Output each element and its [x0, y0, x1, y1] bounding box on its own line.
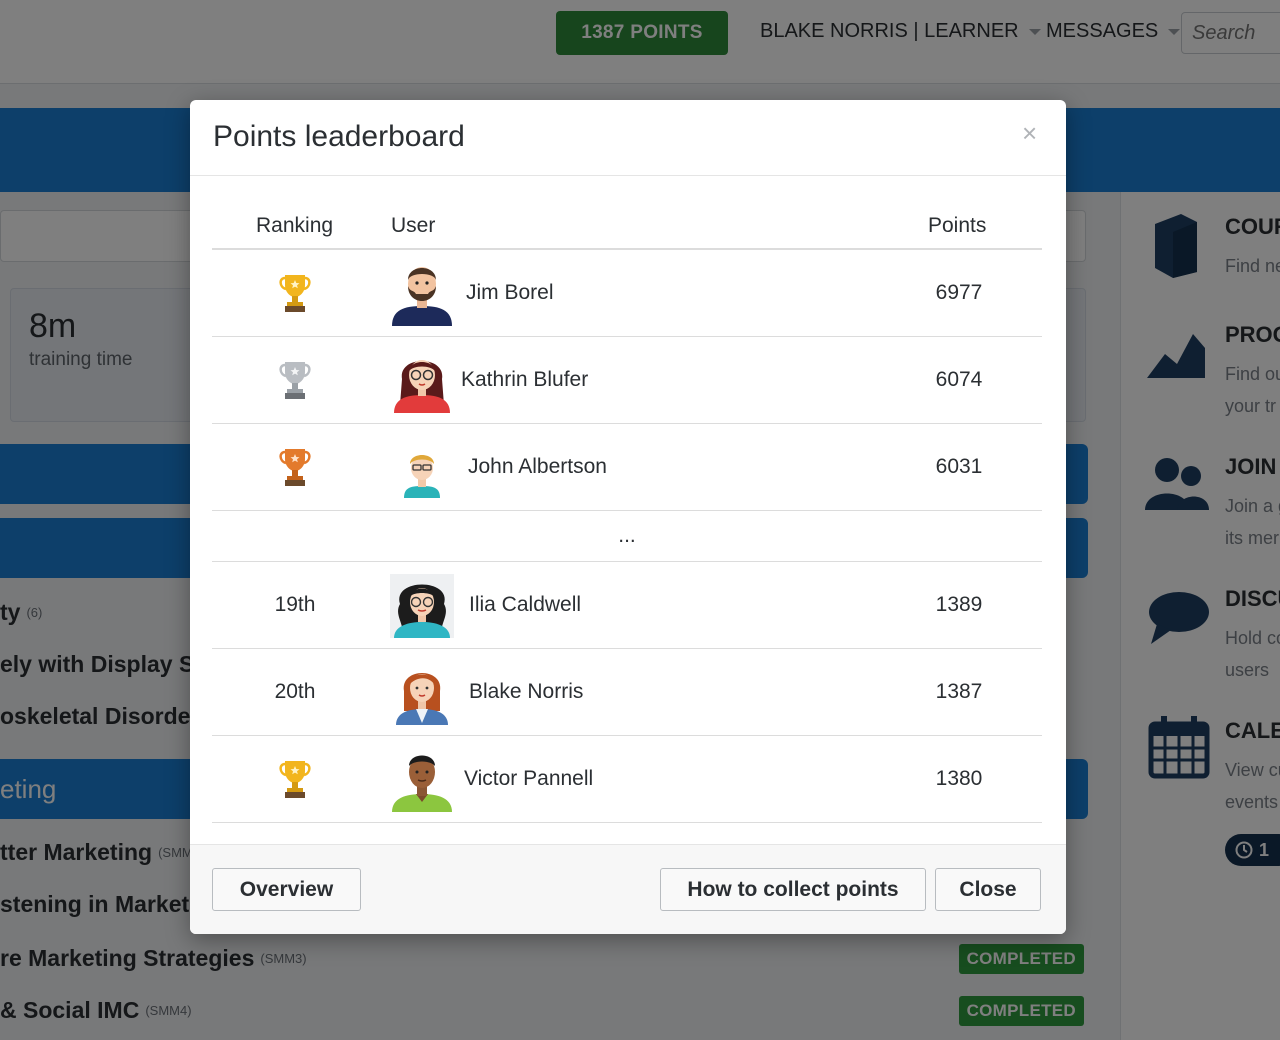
how-to-collect-points-button[interactable]: How to collect points [660, 868, 926, 911]
rank-cell [212, 424, 378, 510]
close-button[interactable]: Close [935, 868, 1041, 911]
avatar [390, 574, 454, 638]
rank-cell: 20th [274, 680, 316, 703]
table-header: Ranking User Points [212, 204, 1042, 250]
user-name[interactable]: Kathrin Blufer [461, 368, 589, 391]
avatar [392, 755, 452, 812]
user-name[interactable]: Blake Norris [469, 680, 584, 703]
ellipsis: ... [618, 524, 636, 547]
avatar [394, 360, 450, 413]
trophy-silver-icon [279, 362, 311, 399]
rank-cell [212, 337, 378, 423]
column-header-points: Points [928, 214, 987, 237]
points-value: 6074 [935, 368, 983, 391]
user-name[interactable]: Victor Pannell [464, 767, 594, 790]
table-row: Kathrin Blufer 6074 [212, 337, 1042, 424]
table-row: John Albertson 6031 [212, 424, 1042, 511]
user-name[interactable]: Jim Borel [466, 281, 554, 304]
avatar [392, 267, 452, 326]
trophy-gold-icon [279, 761, 311, 798]
user-name[interactable]: Ilia Caldwell [469, 593, 582, 616]
close-icon[interactable]: × [1022, 118, 1038, 148]
rank-cell [212, 250, 378, 336]
modal-footer: Overview How to collect points Close [190, 844, 1066, 934]
avatar [396, 673, 448, 725]
points-value: 1387 [935, 680, 983, 703]
points-value: 6031 [935, 455, 983, 478]
leaderboard-modal: Points leaderboard × Ranking User Points [190, 100, 1066, 934]
leaderboard-table: Ranking User Points [212, 204, 1042, 823]
user-name[interactable]: John Albertson [468, 455, 607, 478]
points-value: 6977 [935, 281, 983, 304]
column-header-user: User [391, 214, 436, 237]
rank-cell [212, 736, 378, 822]
points-value: 1380 [935, 767, 983, 790]
rank-cell: 19th [274, 593, 316, 616]
overview-button[interactable]: Overview [212, 868, 361, 911]
table-row: 19th Ilia Caldwell 1389 [212, 562, 1042, 649]
modal-title: Points leaderboard [213, 120, 465, 153]
table-row-ellipsis: ... [212, 511, 1042, 562]
avatar [404, 455, 440, 498]
trophy-gold-icon [279, 275, 311, 312]
table-row: 20th Blake Norris 1387 [212, 649, 1042, 736]
table-row: Victor Pannell 1380 [212, 736, 1042, 823]
column-header-ranking: Ranking [256, 214, 334, 237]
table-row: Jim Borel 6977 [212, 250, 1042, 337]
points-value: 1389 [935, 593, 983, 616]
trophy-bronze-icon [279, 449, 311, 486]
modal-header: Points leaderboard × [190, 100, 1066, 176]
